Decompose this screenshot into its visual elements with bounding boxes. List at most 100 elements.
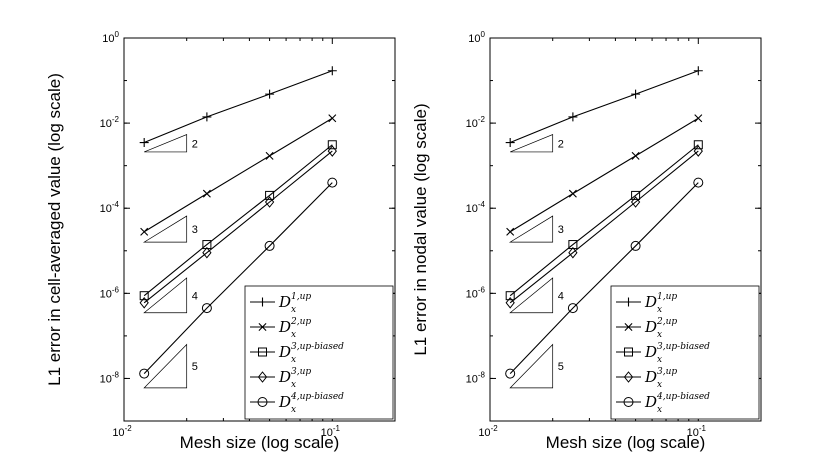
legend-label: D3,up bbox=[278, 367, 311, 386]
legend-subscript: x bbox=[291, 405, 296, 415]
legend-subscript: x bbox=[657, 330, 662, 340]
y-tick-label: 10-2 bbox=[100, 115, 120, 130]
slope-triangle bbox=[144, 134, 188, 153]
legend-marker bbox=[623, 397, 634, 407]
data-point bbox=[202, 246, 212, 259]
y-axis: 100 10-2 10-4 10-6 10-8 bbox=[100, 30, 395, 422]
series-line bbox=[143, 150, 333, 304]
data-point bbox=[568, 246, 578, 259]
legend-entry: D3,upx bbox=[250, 367, 311, 390]
series-circle bbox=[505, 177, 704, 379]
series-line bbox=[143, 182, 333, 374]
data-point bbox=[139, 138, 149, 148]
series-line bbox=[509, 150, 699, 304]
legend-subscript: x bbox=[291, 330, 296, 340]
y-axis-label: L1 error in cell-averaged value (log sca… bbox=[45, 73, 64, 386]
data-point bbox=[140, 227, 149, 236]
legend-label: D1,up bbox=[644, 292, 677, 311]
legend-entry: D1,upx bbox=[250, 292, 311, 315]
data-point bbox=[567, 303, 578, 314]
y-tick-label: 10-4 bbox=[100, 200, 120, 215]
legend-label: D1,up bbox=[278, 292, 311, 311]
series-diamond bbox=[139, 145, 337, 309]
legend-marker bbox=[258, 347, 267, 357]
data-point bbox=[693, 140, 703, 150]
legend-marker bbox=[258, 323, 267, 331]
data-point bbox=[506, 227, 515, 236]
data-point bbox=[265, 151, 274, 160]
y-axis: 100 10-2 10-4 10-6 10-8 bbox=[466, 30, 761, 422]
data-point bbox=[264, 196, 275, 208]
legend: D1,upxD2,upxD3,up-biasedxD3,upxD4,up-bia… bbox=[610, 285, 760, 420]
slope-label: 2 bbox=[558, 138, 564, 150]
legend-label: D4,up-biased bbox=[644, 392, 710, 411]
x-axis-label: Mesh size (log scale) bbox=[546, 433, 706, 452]
slope-label: 2 bbox=[192, 138, 198, 150]
series-line bbox=[509, 70, 699, 144]
series-line bbox=[143, 117, 333, 233]
slope-label: 5 bbox=[192, 361, 198, 373]
legend-subscript: x bbox=[291, 305, 296, 315]
legend-subscript: x bbox=[657, 355, 662, 365]
series-cross bbox=[506, 114, 703, 236]
legend: D1,upxD2,upxD3,up-biasedxD3,upxD4,up-bia… bbox=[244, 285, 394, 420]
series-line bbox=[509, 144, 699, 297]
series-square bbox=[505, 140, 703, 301]
data-point bbox=[631, 151, 640, 160]
data-point bbox=[264, 240, 275, 251]
data-point bbox=[630, 240, 641, 251]
series-cross bbox=[140, 114, 337, 236]
slope-label: 3 bbox=[558, 224, 564, 236]
legend-label: D3,up bbox=[644, 367, 677, 386]
legend-subscript: x bbox=[291, 380, 296, 390]
data-point bbox=[201, 303, 212, 314]
slope-triangle bbox=[143, 343, 188, 389]
x-axis: 10-2 10-1 bbox=[112, 38, 396, 439]
data-point bbox=[202, 240, 212, 250]
data-point bbox=[568, 112, 578, 122]
x-tick-label: 10-2 bbox=[112, 424, 132, 439]
data-point bbox=[202, 189, 211, 198]
series-circle bbox=[139, 177, 338, 379]
data-point bbox=[694, 114, 703, 123]
data-point bbox=[328, 114, 337, 123]
x-tick-label: 10-1 bbox=[687, 424, 707, 439]
slope-label: 5 bbox=[558, 361, 564, 373]
legend-entry: D3,upx bbox=[616, 367, 677, 390]
data-point bbox=[265, 89, 275, 99]
data-point bbox=[505, 138, 515, 148]
legend-label: D3,up-biased bbox=[278, 342, 344, 361]
x-axis: 10-2 10-1 bbox=[478, 38, 762, 439]
series-plus bbox=[505, 66, 703, 148]
data-point bbox=[327, 177, 338, 188]
plot-frame bbox=[123, 37, 396, 422]
y-tick-label: 10-6 bbox=[100, 285, 120, 300]
plot-frame bbox=[489, 37, 762, 422]
slope-triangle bbox=[509, 343, 554, 389]
legend-entry: D2,upx bbox=[250, 317, 311, 340]
legend-marker bbox=[257, 397, 268, 407]
slope-triangle bbox=[143, 277, 188, 314]
series-line bbox=[509, 117, 699, 233]
data-point bbox=[265, 190, 275, 200]
y-tick-label: 10-4 bbox=[466, 200, 486, 215]
data-point bbox=[327, 66, 337, 76]
data-point bbox=[505, 291, 515, 301]
data-point bbox=[139, 291, 149, 301]
legend-entry: D2,upx bbox=[616, 317, 677, 340]
y-tick-label: 10-6 bbox=[466, 285, 486, 300]
legend-marker bbox=[624, 323, 633, 331]
y-axis-label: L1 error in nodal value (log scale) bbox=[411, 103, 430, 355]
legend-marker bbox=[624, 297, 633, 307]
series-line bbox=[143, 70, 333, 144]
series-square bbox=[139, 140, 337, 301]
data-point bbox=[693, 177, 704, 188]
y-tick-label: 10-8 bbox=[466, 370, 486, 385]
legend-marker bbox=[624, 347, 633, 357]
legend-subscript: x bbox=[657, 305, 662, 315]
chart-panel-1: 10-2 10-1 100 10-2 10-4 10-6 10-8 Mesh size (lo… bbox=[45, 30, 396, 452]
data-point bbox=[693, 145, 703, 157]
legend-subscript: x bbox=[657, 405, 662, 415]
